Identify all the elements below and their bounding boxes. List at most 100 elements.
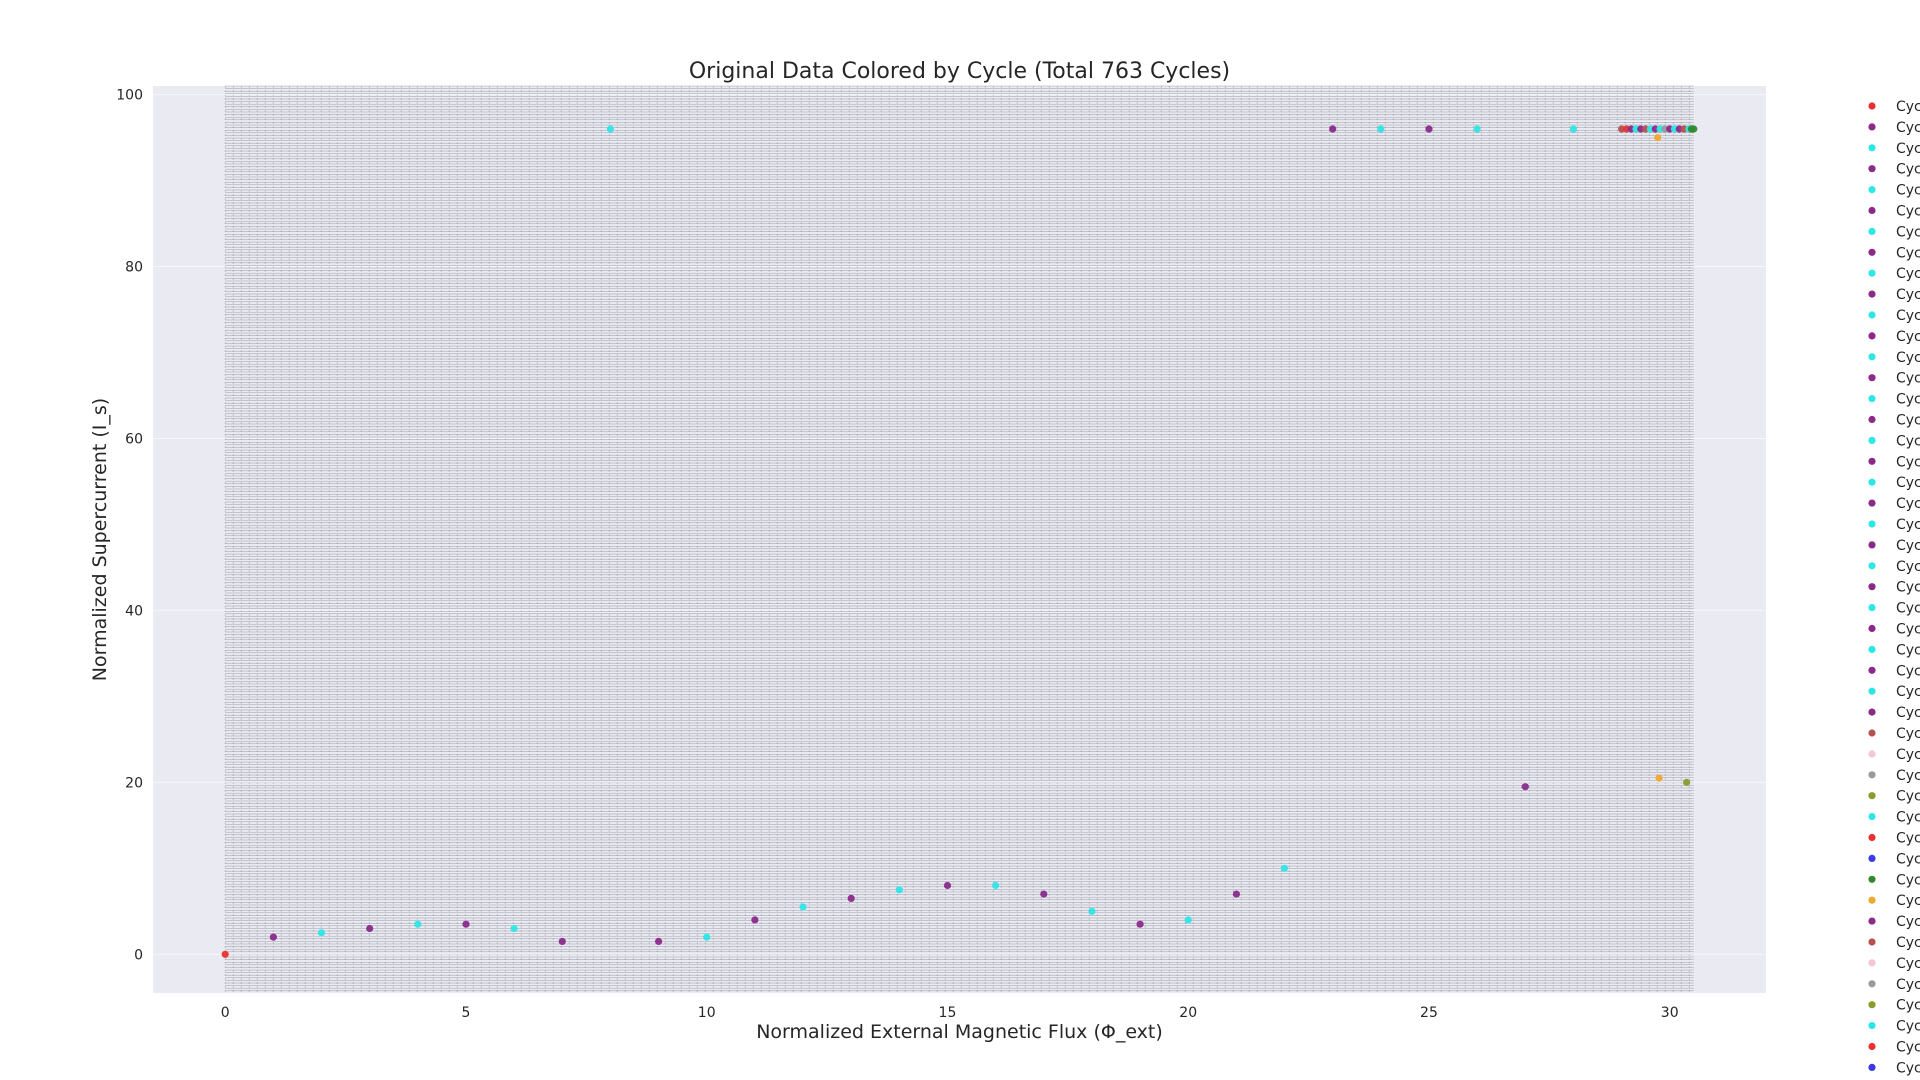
data-point [1280,864,1289,872]
legend-label: Cyc [1896,392,1920,408]
legend-label: Cyc [1896,705,1920,721]
legend-label: Cyc [1896,789,1920,805]
cycle-lines-horizontal [225,85,1694,992]
x-tick-label: 25 [1420,1005,1438,1021]
legend-label: Cyc [1896,371,1920,387]
data-point [221,950,229,958]
legend-marker [1868,875,1876,883]
legend-marker [1868,102,1876,110]
legend-marker [1868,938,1876,946]
legend-marker [1868,415,1876,424]
y-tick-label: 20 [125,775,143,791]
legend-label: Cyc [1896,872,1920,888]
data-point [606,125,615,133]
legend-marker [1868,165,1876,173]
legend-label: Cyc [1896,977,1920,993]
data-point [1690,125,1698,133]
data-point [992,881,1000,890]
data-point [751,916,759,924]
legend-label: Cyc [1896,663,1920,679]
data-point [1136,920,1144,928]
legend-marker [1868,1022,1876,1030]
legend-label: Cyc [1896,99,1920,115]
legend-marker [1868,1063,1876,1071]
legend-marker [1868,604,1876,612]
legend-label: Cyc [1896,475,1920,491]
legend-label: Cyc [1896,245,1920,261]
legend-label: Cyc [1896,120,1920,136]
legend-marker [1868,290,1876,298]
legend-label: Cyc [1896,413,1920,429]
legend-label: Cyc [1896,496,1920,512]
cycle-lines-vertical [224,86,1690,993]
legend-marker [1868,562,1876,570]
legend-label: Cyc [1896,935,1920,951]
legend-marker [1868,186,1876,194]
legend-label: Cyc [1896,266,1920,282]
data-point [462,920,470,928]
legend-label: Cyc [1896,726,1920,742]
data-point [510,924,518,933]
legend-label: Cyc [1896,601,1920,617]
legend-label: Cyc [1896,684,1920,700]
legend-marker [1868,248,1876,256]
y-tick-label: 60 [125,431,143,447]
legend-marker [1868,332,1876,340]
y-tick-label: 100 [116,88,143,104]
data-point [1232,890,1240,898]
legend-marker [1868,980,1876,988]
legend-marker [1868,374,1876,382]
legend-label: Cyc [1896,831,1920,847]
x-tick-label: 10 [698,1005,716,1021]
data-point [1473,125,1481,133]
legend-label: Cyc [1896,768,1920,784]
legend-marker [1868,624,1876,633]
legend-label: Cyc [1896,308,1920,324]
legend-label: Cyc [1896,141,1920,157]
y-axis-label: Normalized Supercurrent (I_s) [89,398,111,681]
data-point [366,924,374,933]
legend-label: Cyc [1896,204,1920,220]
data-point [943,881,952,890]
legend-marker [1868,583,1876,591]
legend-label: Cyc [1896,559,1920,575]
legend-marker [1868,457,1876,465]
legend-label: Cyc [1896,580,1920,596]
x-axis-label: Normalized External Magnetic Flux (Φ_ext… [756,1021,1163,1043]
data-points [221,125,1698,958]
legend-marker [1868,520,1876,528]
legend-marker [1868,541,1876,549]
cycle-lines [224,85,1694,993]
data-point [1377,125,1385,133]
legend-marker [1868,1042,1876,1051]
legend-label: Cyc [1896,1019,1920,1035]
legend-marker [1868,227,1876,235]
legend-label: Cyc [1896,747,1920,763]
legend-label: Cyc [1896,517,1920,533]
x-tick-label: 5 [462,1005,471,1021]
data-point [1088,907,1096,915]
legend-marker [1868,499,1876,507]
legend-label: Cyc [1896,1040,1920,1056]
legend-marker [1868,1001,1876,1009]
data-point [1184,916,1192,924]
y-tick-label: 80 [125,260,143,276]
legend-label: Cyc [1896,433,1920,449]
legend-label: Cyc [1896,642,1920,658]
legend-marker [1868,687,1876,695]
legend-marker [1868,395,1876,403]
legend-marker [1868,353,1876,361]
legend-label: Cyc [1896,329,1920,345]
data-point [1654,134,1662,142]
legend-label: Cyc [1896,893,1920,909]
legend-marker [1868,436,1876,444]
data-point [1521,783,1529,791]
data-point [558,937,566,946]
y-axis-ticks: 0 20 40 60 80 100 [116,88,143,964]
legend-marker [1868,896,1876,904]
x-tick-label: 0 [221,1005,230,1021]
data-point [1329,125,1337,133]
legend-marker [1868,792,1876,800]
legend-marker [1868,813,1876,821]
